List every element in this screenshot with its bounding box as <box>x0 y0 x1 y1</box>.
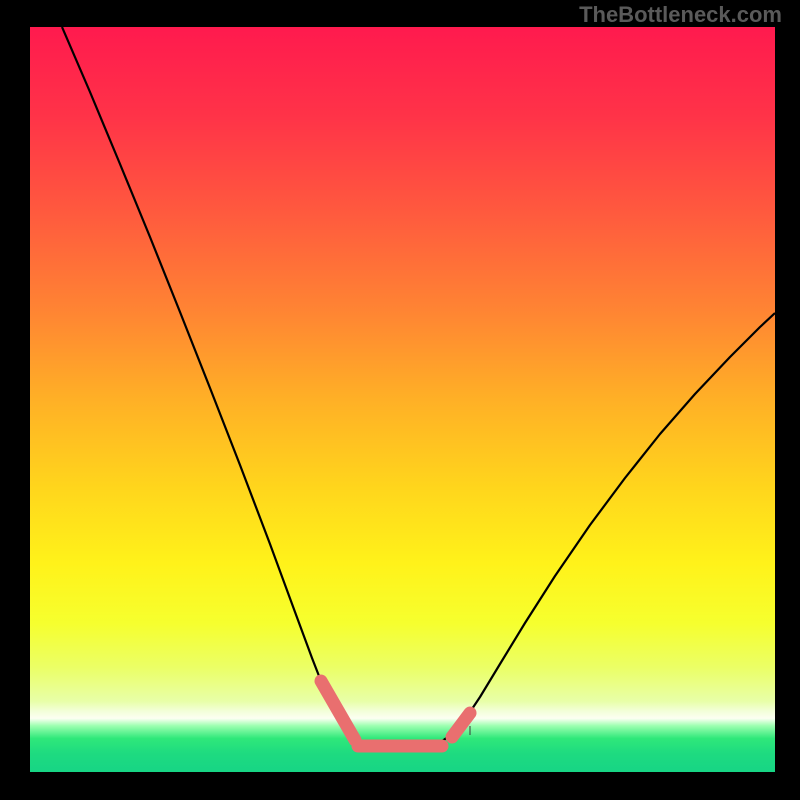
curve-overlay <box>0 0 800 800</box>
chart-frame: TheBottleneck.com <box>0 0 800 800</box>
bottleneck-curve <box>62 27 775 751</box>
trough-marker-0 <box>321 681 355 740</box>
trough-marker-2 <box>452 713 470 737</box>
